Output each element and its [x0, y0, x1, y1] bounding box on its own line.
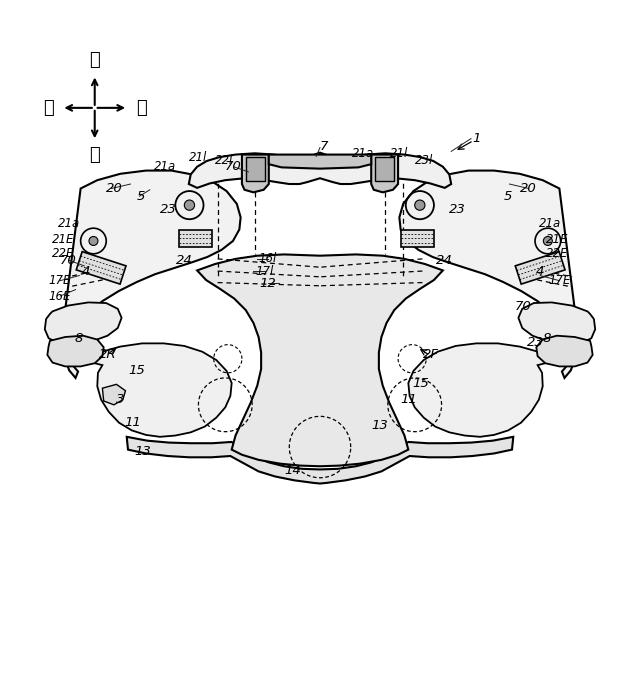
Text: 21l: 21l: [189, 151, 207, 164]
Text: 23: 23: [160, 203, 177, 216]
Text: 16l: 16l: [259, 252, 276, 266]
Text: 1: 1: [472, 132, 481, 145]
Text: 70: 70: [60, 254, 77, 267]
Polygon shape: [179, 230, 212, 247]
Circle shape: [89, 236, 98, 245]
Text: 7: 7: [319, 140, 328, 153]
Text: 15: 15: [128, 364, 145, 377]
Text: 8: 8: [542, 332, 551, 345]
Text: 後: 後: [43, 99, 54, 117]
Text: 70: 70: [225, 160, 242, 174]
Text: 70: 70: [515, 300, 532, 313]
Text: 22E: 22E: [52, 247, 74, 260]
Polygon shape: [242, 155, 269, 192]
Text: 20: 20: [106, 182, 122, 195]
Text: 23: 23: [449, 203, 466, 216]
Polygon shape: [536, 336, 593, 367]
Text: 5: 5: [504, 190, 513, 203]
Text: 24: 24: [176, 254, 193, 268]
Polygon shape: [401, 230, 434, 247]
Polygon shape: [47, 336, 104, 367]
Text: 11: 11: [125, 416, 141, 429]
Text: 2R: 2R: [99, 348, 116, 361]
Text: 17E: 17E: [49, 274, 70, 287]
Text: 17E: 17E: [548, 274, 570, 287]
Text: 17l: 17l: [256, 265, 274, 277]
Polygon shape: [102, 384, 125, 405]
Polygon shape: [82, 344, 232, 437]
Text: 23: 23: [527, 335, 543, 348]
Polygon shape: [76, 252, 126, 284]
Text: 21a: 21a: [540, 217, 561, 229]
Polygon shape: [515, 252, 565, 284]
Polygon shape: [45, 302, 122, 344]
Polygon shape: [375, 157, 394, 181]
Text: 前: 前: [136, 99, 147, 117]
Circle shape: [415, 200, 425, 210]
Circle shape: [543, 236, 552, 245]
Text: 13: 13: [371, 419, 388, 432]
Text: 20: 20: [520, 182, 537, 195]
Text: 14: 14: [285, 464, 301, 477]
Text: 上: 上: [90, 52, 100, 70]
Text: 16E: 16E: [49, 289, 70, 302]
Polygon shape: [408, 344, 558, 437]
Text: 13: 13: [134, 445, 151, 458]
Polygon shape: [64, 171, 241, 378]
Text: 21a: 21a: [58, 217, 80, 229]
Text: 21a: 21a: [353, 148, 374, 160]
Text: 22E: 22E: [546, 247, 568, 260]
Text: 5: 5: [136, 190, 145, 203]
Polygon shape: [269, 155, 371, 169]
Polygon shape: [371, 155, 398, 192]
Text: 22l: 22l: [215, 154, 233, 167]
Text: 8: 8: [74, 332, 83, 345]
Text: 23l: 23l: [415, 155, 433, 167]
Text: 21a: 21a: [154, 160, 176, 174]
Text: 24: 24: [436, 254, 452, 268]
Circle shape: [184, 200, 195, 210]
Polygon shape: [189, 153, 451, 188]
Text: 12: 12: [259, 277, 276, 290]
Text: 下: 下: [90, 146, 100, 164]
Text: 2F: 2F: [424, 348, 440, 361]
Polygon shape: [518, 302, 595, 344]
Text: 21l: 21l: [390, 148, 408, 160]
Text: 21E: 21E: [52, 233, 74, 246]
Polygon shape: [127, 437, 513, 484]
Polygon shape: [399, 171, 576, 378]
Text: 11: 11: [400, 393, 417, 406]
Polygon shape: [197, 254, 443, 466]
Text: 3: 3: [116, 393, 125, 406]
Polygon shape: [246, 157, 265, 181]
Text: 4: 4: [536, 265, 545, 278]
Text: 21E: 21E: [546, 233, 568, 246]
Text: 15: 15: [413, 376, 429, 390]
Text: 4: 4: [81, 265, 90, 278]
